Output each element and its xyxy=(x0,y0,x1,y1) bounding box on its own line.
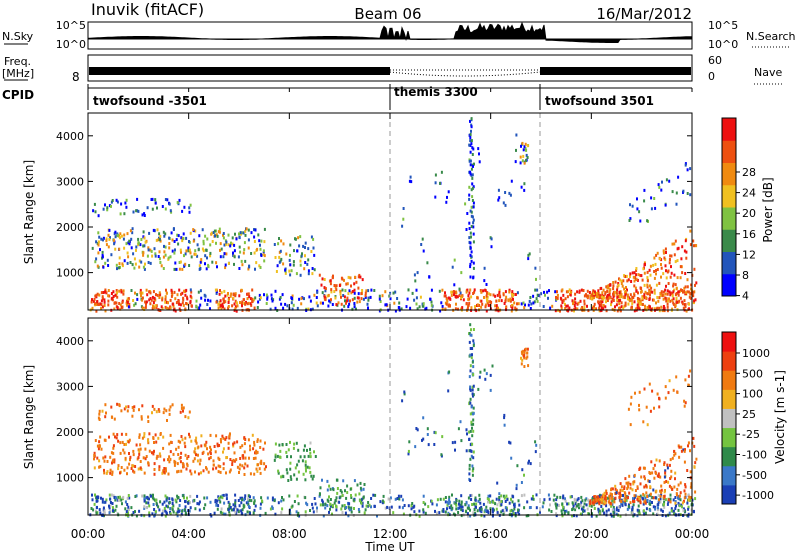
cpid-segment: twofsound 3501 xyxy=(545,94,654,108)
freq-tick: 8 xyxy=(72,70,80,84)
colorbar-tick-label: 8 xyxy=(742,269,749,282)
nave-dotted-curve xyxy=(389,71,541,77)
velocity_panel-ytick-label: 4000 xyxy=(56,335,84,348)
colorbar-tick-label: 24 xyxy=(742,187,756,200)
colorbar-swatch xyxy=(722,427,736,448)
freq-band-3 xyxy=(540,67,691,75)
cpid-panel: CPID twofsound -3501 themis 3300 twofsou… xyxy=(2,84,692,110)
noise-panel: N.Sky 10^5 10^0 10^5 10^0 N.Search xyxy=(2,19,796,51)
noise-left-tick: 10^0 xyxy=(56,38,86,51)
station-title: Inuvik (fitACF) xyxy=(91,0,204,19)
colorbar-tick-label: -1000 xyxy=(742,489,774,502)
power-panel: 4000 3000 2000 1000 Slant Range [km] 28 24 20… xyxy=(22,112,775,313)
colorbar-swatch xyxy=(722,408,736,429)
velocity-colorbar-label: Velocity [m s-1] xyxy=(773,370,787,464)
colorbar-tick-label: 12 xyxy=(742,248,756,261)
power-colorbar-label: Power [dB] xyxy=(761,177,775,242)
velocity-ylabel: Slant Range [km] xyxy=(22,365,36,469)
velocity_panel-ytick-label: 2000 xyxy=(56,426,84,439)
colorbar-swatch xyxy=(722,389,736,409)
time-axis: 00:00 04:00 08:00 12:00 16:00 20:00 00:00 xyxy=(71,88,710,541)
power_panel-ytick-label: 1000 xyxy=(56,267,84,280)
colorbar-swatch xyxy=(722,351,736,371)
time-tick-label: 00:00 xyxy=(71,527,106,541)
colorbar-swatch xyxy=(722,140,736,163)
power-colorbar: 28 24 20 16 12 8 4 xyxy=(721,117,756,303)
noise-right-tick: 10^5 xyxy=(708,19,738,32)
time-tick-label: 00:00 xyxy=(675,527,710,541)
colorbar-swatch xyxy=(722,370,736,390)
colorbar-swatch xyxy=(722,229,736,252)
colorbar-swatch xyxy=(722,273,736,297)
colorbar-swatch xyxy=(722,207,736,230)
power_panel-ytick-label: 4000 xyxy=(56,130,84,143)
velocity-data xyxy=(89,323,698,518)
nave-tick: 0 xyxy=(708,70,715,83)
noise-trace xyxy=(87,21,693,43)
time-tick-label: 20:00 xyxy=(574,527,609,541)
cpid-label: CPID xyxy=(2,88,34,102)
colorbar-tick-label: 1000 xyxy=(742,347,770,360)
time-tick-label: 12:00 xyxy=(373,527,408,541)
noise-right-tick: 10^0 xyxy=(708,38,738,51)
colorbar-tick-label: -25 xyxy=(742,428,760,441)
noise-sky-label: N.Sky xyxy=(2,30,34,43)
colorbar-swatch xyxy=(722,118,736,141)
frequency-panel: Freq. [MHz] 8 60 0 Nave xyxy=(2,54,784,85)
colorbar-tick-label: -500 xyxy=(742,469,767,482)
velocity-panel: 4000 3000 2000 1000 Slant Range [km] 1000 50… xyxy=(22,317,787,518)
colorbar-tick-label: 16 xyxy=(742,228,756,241)
power-ylabel: Slant Range [km] xyxy=(22,160,36,264)
cpid-segment: themis 3300 xyxy=(394,85,478,99)
noise-search-label: N.Search xyxy=(746,30,796,43)
velocity_panel-ytick-label: 1000 xyxy=(56,472,84,485)
colorbar-tick-label: 25 xyxy=(742,408,756,421)
freq-unit-label: [MHz] xyxy=(2,67,34,80)
beam-title: Beam 06 xyxy=(354,5,421,23)
colorbar-tick-label: 20 xyxy=(742,207,756,220)
colorbar-tick-label: 500 xyxy=(742,367,763,380)
time-tick-label: 08:00 xyxy=(272,527,307,541)
colorbar-swatch xyxy=(722,446,736,467)
time-tick-label: 16:00 xyxy=(473,527,508,541)
cpid-segment: twofsound -3501 xyxy=(93,94,207,108)
colorbar-tick-label: 100 xyxy=(742,388,763,401)
colorbar-swatch xyxy=(722,162,736,186)
colorbar-tick-label: -100 xyxy=(742,449,767,462)
colorbar-swatch xyxy=(722,184,736,208)
power-data xyxy=(89,117,698,313)
velocity-colorbar: 1000 500 100 25 -25 -100 -500 -1000 xyxy=(721,331,774,505)
velocity_panel-ytick-label: 3000 xyxy=(56,380,84,393)
freq-band-1 xyxy=(89,67,390,75)
power_panel-ytick-label: 2000 xyxy=(56,221,84,234)
time-tick-label: 04:00 xyxy=(171,527,206,541)
nave-tick: 60 xyxy=(708,54,722,67)
noise-left-tick: 10^5 xyxy=(56,19,86,32)
colorbar-swatch xyxy=(722,332,736,352)
colorbar-tick-label: 28 xyxy=(742,166,756,179)
colorbar-tick-label: 4 xyxy=(742,290,749,303)
nave-label: Nave xyxy=(754,66,782,79)
colorbar-swatch xyxy=(722,251,736,275)
colorbar-swatch xyxy=(722,465,736,486)
power_panel-ytick-label: 3000 xyxy=(56,175,84,188)
time-axis-label: Time UT xyxy=(364,540,415,554)
freq-label: Freq. xyxy=(4,55,31,68)
colorbar-swatch xyxy=(722,484,736,505)
date-title: 16/Mar/2012 xyxy=(596,5,692,23)
